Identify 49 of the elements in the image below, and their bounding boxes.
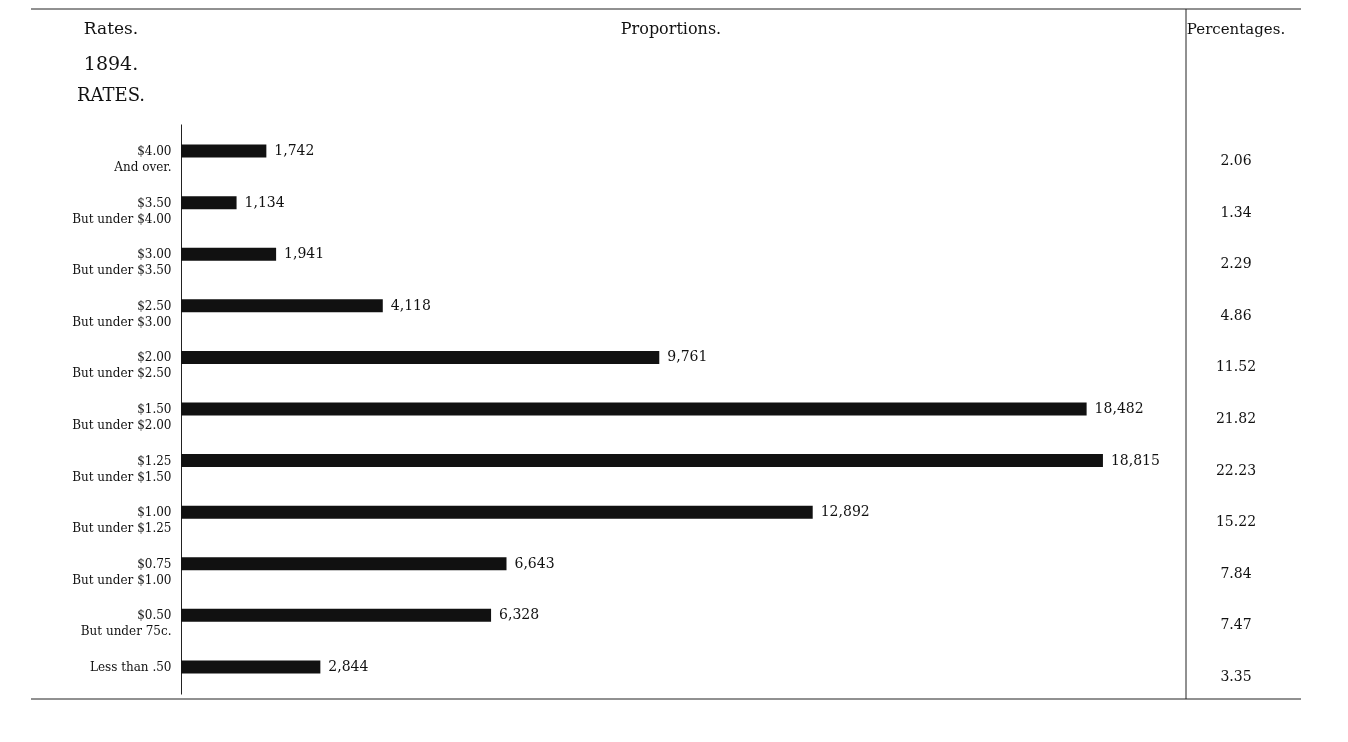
bar — [181, 660, 321, 674]
text: 11.52 — [1215, 358, 1257, 375]
text: 4.86 — [1220, 306, 1252, 323]
data-label: 12,892 — [820, 503, 870, 520]
data-label: 6,643 — [514, 554, 555, 571]
data-label: 4,118 — [390, 296, 431, 313]
y-tick-label: $0.75 But under $1.00 — [72, 556, 172, 587]
bar — [181, 454, 1103, 468]
text: Percentages. — [1186, 20, 1286, 38]
text: 7.84 — [1220, 564, 1252, 581]
y-tick-label: Less than .50 — [89, 659, 172, 674]
data-label: 18,482 — [1094, 400, 1144, 416]
text: 21.82 — [1215, 410, 1257, 426]
text: 15.22 — [1215, 513, 1257, 530]
text: 1.34 — [1220, 203, 1252, 220]
data-label: 1,941 — [284, 245, 325, 262]
data-label: 9,761 — [667, 348, 708, 365]
y-tick-label: $1.25 But under $1.50 — [72, 453, 172, 484]
y-tick-label: $4.00 And over. — [113, 144, 172, 175]
y-tick-label: $0.50 But under 75c. — [80, 608, 172, 639]
y-tick-label: $2.50 But under $3.00 — [72, 298, 172, 329]
y-tick-label: $1.50 But under $2.00 — [72, 402, 172, 432]
y-tick-label: $1.00 But under $1.25 — [72, 505, 172, 536]
text: RATES. — [76, 84, 146, 105]
bar — [181, 402, 1087, 416]
data-label: 1,742 — [274, 142, 315, 159]
bar — [181, 247, 277, 261]
bar — [181, 557, 507, 571]
text: 2.06 — [1220, 152, 1252, 169]
y-tick-label: $3.00 But under $3.50 — [72, 247, 172, 278]
text: Proportions. — [620, 19, 722, 38]
bar — [181, 505, 813, 519]
text: 3.35 — [1220, 667, 1252, 684]
bar — [181, 144, 267, 158]
text: 22.23 — [1215, 461, 1257, 478]
text: 2.29 — [1220, 255, 1252, 272]
data-label: 2,844 — [328, 657, 369, 674]
bar — [181, 299, 383, 313]
bar — [181, 350, 660, 364]
data-label: 6,328 — [499, 606, 540, 623]
bar — [181, 196, 237, 210]
text: Rates. — [83, 18, 139, 38]
y-tick-label: $2.00 But under $2.50 — [72, 350, 172, 381]
bar — [181, 608, 492, 622]
text: 1894. — [83, 52, 139, 74]
data-label: 1,134 — [244, 193, 285, 210]
text: 7.47 — [1220, 616, 1252, 633]
data-label: 18,815 — [1110, 451, 1160, 468]
y-tick-label: $3.50 But under $4.00 — [72, 195, 172, 226]
